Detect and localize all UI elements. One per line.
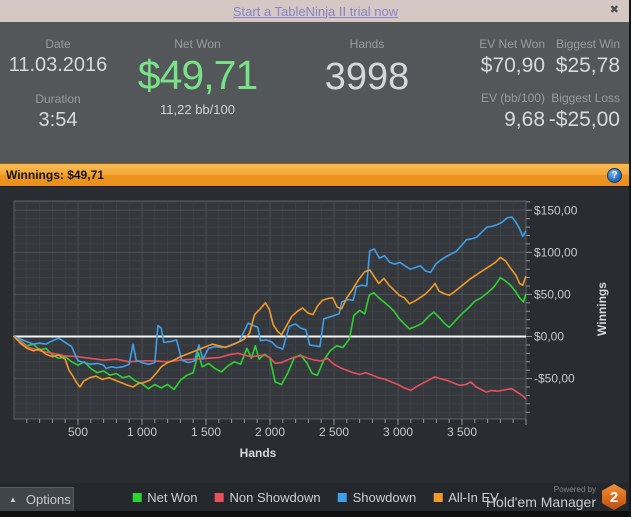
trial-banner: Start a TableNinja II trial now ✖: [0, 0, 631, 22]
legend-label-non-showdown: Non Showdown: [229, 489, 321, 505]
svg-text:$100,00: $100,00: [534, 245, 578, 259]
tableninja-trial-link[interactable]: Start a TableNinja II trial now: [232, 3, 399, 19]
footer-bar: ▲ Options Net Won Non Showdown Showdown …: [0, 483, 631, 511]
window-border-bottom: [0, 511, 631, 517]
net-won-label: Net Won: [174, 37, 221, 51]
winnings-header-bar: Winnings: $49,71 ?: [0, 163, 631, 187]
date-duration-column: Date 11.03.2016 Duration 3:54: [6, 36, 110, 133]
help-icon[interactable]: ?: [607, 168, 622, 183]
legend-label-showdown: Showdown: [352, 489, 417, 505]
powered-by-brand: Powered by Hold'em Manager 2: [486, 484, 626, 510]
svg-text:500: 500: [68, 425, 88, 439]
showdown-swatch-icon: [337, 492, 347, 502]
biggest-win-value: $25,78: [555, 54, 620, 77]
net-won-swatch-icon: [132, 492, 142, 502]
hm2-logo[interactable]: 2: [602, 484, 626, 510]
options-label: Options: [25, 492, 71, 507]
svg-text:Winnings: Winnings: [595, 282, 609, 336]
winnings-title: Winnings: $49,71: [6, 168, 104, 182]
ev-net-won-label: EV Net Won: [479, 37, 545, 51]
net-won-bb100: 11,22 bb/100: [160, 102, 235, 117]
net-won-column: Net Won $49,71 11,22 bb/100: [115, 36, 280, 117]
duration-label: Duration: [35, 92, 81, 106]
date-label: Date: [45, 37, 71, 51]
chart-canvas: 500 1 000 1 500 2 000 2 500 3 000 3 500 $150,00…: [13, 200, 609, 460]
legend-item-showdown: Showdown: [337, 489, 417, 505]
logo-number: 2: [609, 488, 619, 506]
hands-label: Hands: [349, 37, 385, 51]
powered-by-text: Powered by: [553, 484, 596, 494]
close-icon[interactable]: ✖: [609, 4, 619, 16]
svg-text:$150,00: $150,00: [534, 203, 578, 217]
svg-text:2 000: 2 000: [255, 425, 285, 439]
hands-value: 3998: [324, 56, 410, 98]
stats-panel: Date 11.03.2016 Duration 3:54 Net Won $4…: [0, 22, 631, 163]
ev-net-won-value: $70,90: [480, 54, 545, 77]
chart-legend: Net Won Non Showdown Showdown All-In EV: [132, 483, 499, 511]
svg-text:Hands: Hands: [240, 446, 277, 460]
svg-text:$50,00: $50,00: [534, 287, 571, 301]
date-value: 11.03.2016: [8, 54, 108, 76]
svg-text:$0,00: $0,00: [534, 330, 564, 344]
svg-text:3 000: 3 000: [383, 425, 413, 439]
biggest-win-label: Biggest Win: [555, 37, 620, 51]
legend-item-non-showdown: Non Showdown: [214, 489, 321, 505]
legend-item-net-won: Net Won: [132, 489, 198, 505]
all-in-ev-swatch-icon: [433, 492, 443, 502]
biggest-column: Biggest Win $25,78 Biggest Loss -$25,00: [542, 36, 620, 133]
chevron-up-icon: ▲: [9, 495, 17, 504]
ev-bb100-value: 9,68: [504, 108, 545, 131]
legend-item-all-in-ev: All-In EV: [433, 490, 499, 505]
svg-text:1 000: 1 000: [127, 425, 157, 439]
biggest-loss-value: -$25,00: [548, 108, 620, 131]
svg-text:3 500: 3 500: [447, 425, 477, 439]
svg-text:-$50,00: -$50,00: [534, 372, 575, 386]
legend-label-all-in-ev: All-In EV: [448, 489, 499, 505]
options-button[interactable]: ▲ Options: [0, 487, 74, 511]
ev-bb100-label: EV (bb/100): [480, 91, 545, 105]
svg-text:2 500: 2 500: [319, 425, 349, 439]
hands-column: Hands 3998: [293, 36, 441, 102]
brand-name: Hold'em Manager: [485, 493, 596, 510]
window-border-right: [629, 0, 631, 517]
biggest-loss-label: Biggest Loss: [551, 91, 620, 105]
net-won-value: $49,71: [137, 52, 258, 98]
winnings-chart: 500 1 000 1 500 2 000 2 500 3 000 3 500 $150,00…: [0, 187, 631, 483]
ev-column: EV Net Won $70,90 EV (bb/100) 9,68: [440, 36, 545, 133]
svg-text:1 500: 1 500: [191, 425, 221, 439]
legend-label-net-won: Net Won: [147, 489, 198, 505]
non-showdown-swatch-icon: [214, 492, 224, 502]
duration-value: 3:54: [38, 109, 78, 131]
